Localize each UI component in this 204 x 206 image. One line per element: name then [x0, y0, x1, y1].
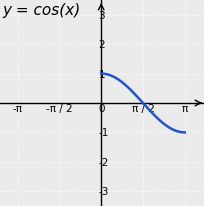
Text: y = cos(x): y = cos(x) [3, 3, 81, 18]
